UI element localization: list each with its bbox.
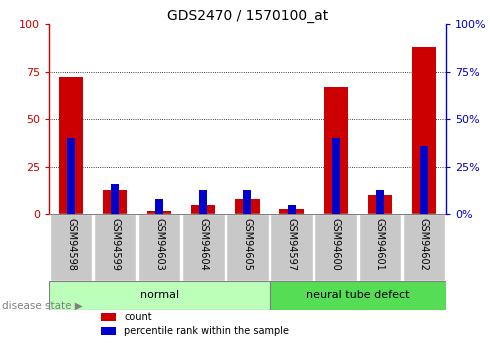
Bar	[111, 184, 119, 215]
Text: normal: normal	[140, 290, 179, 300]
Bar	[376, 190, 384, 215]
Text: GSM94605: GSM94605	[243, 218, 252, 270]
FancyBboxPatch shape	[49, 281, 270, 309]
Bar	[100, 327, 117, 335]
FancyBboxPatch shape	[270, 215, 313, 281]
Bar	[191, 205, 216, 215]
Bar	[59, 77, 83, 215]
FancyBboxPatch shape	[94, 215, 136, 281]
Text: GSM94602: GSM94602	[419, 218, 429, 270]
FancyBboxPatch shape	[182, 215, 224, 281]
Bar	[235, 199, 260, 215]
Text: GSM94598: GSM94598	[66, 218, 76, 270]
Bar	[420, 146, 428, 215]
Bar	[244, 190, 251, 215]
Bar	[199, 190, 207, 215]
Bar	[147, 210, 172, 215]
Bar	[288, 205, 295, 215]
Bar	[323, 87, 348, 215]
Text: percentile rank within the sample: percentile rank within the sample	[124, 326, 290, 336]
Bar	[412, 47, 436, 215]
Text: GSM94597: GSM94597	[287, 218, 296, 271]
FancyBboxPatch shape	[50, 215, 92, 281]
Bar	[67, 138, 75, 215]
Text: GSM94600: GSM94600	[331, 218, 341, 270]
Bar	[279, 209, 304, 215]
FancyBboxPatch shape	[359, 215, 401, 281]
FancyBboxPatch shape	[315, 215, 357, 281]
Text: GSM94604: GSM94604	[198, 218, 208, 270]
Bar	[100, 313, 117, 321]
Text: disease state ▶: disease state ▶	[2, 300, 83, 310]
Text: GSM94601: GSM94601	[375, 218, 385, 270]
Bar	[155, 199, 163, 215]
Text: GSM94599: GSM94599	[110, 218, 120, 270]
Bar	[332, 138, 340, 215]
FancyBboxPatch shape	[226, 215, 269, 281]
Bar	[103, 190, 127, 215]
FancyBboxPatch shape	[138, 215, 180, 281]
Text: neural tube defect: neural tube defect	[306, 290, 410, 300]
FancyBboxPatch shape	[270, 281, 446, 309]
Bar	[368, 195, 392, 215]
Text: GSM94603: GSM94603	[154, 218, 164, 270]
Text: count: count	[124, 312, 152, 322]
Title: GDS2470 / 1570100_at: GDS2470 / 1570100_at	[167, 9, 328, 23]
FancyBboxPatch shape	[403, 215, 445, 281]
